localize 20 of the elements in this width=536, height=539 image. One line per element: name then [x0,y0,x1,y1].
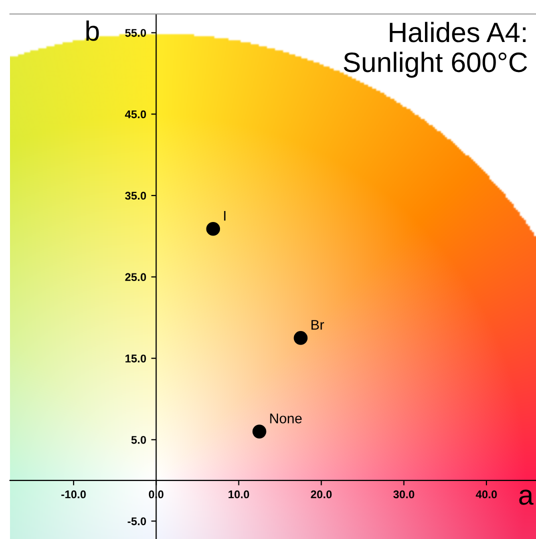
text: Halides A4: Sunlight 600°C [344,22,528,78]
y-axis-title: b [86,20,99,41]
y-tick-label: 5.0 [131,436,146,444]
y-tick-label: 35.0 [125,192,146,200]
annotation: I [224,210,226,221]
x-tick-label: 20.0 [310,490,332,498]
annotation: None [270,414,302,424]
point [252,424,266,438]
x-axis-title: a [519,490,534,505]
x-tick-label: 40.0 [476,490,497,498]
annotation: Br [312,320,324,330]
y-tick-label: 45.0 [124,110,146,118]
x-tick-label: -10.0 [61,490,86,498]
point [206,222,220,236]
x-tick-label: 30.0 [393,490,414,498]
point [294,331,308,345]
y-tick-label: 15.0 [126,354,146,362]
x-tick-label: 10.0 [228,490,250,498]
y-tick-label: -5.0 [128,517,146,526]
y-tick-label: 25.0 [125,273,146,282]
